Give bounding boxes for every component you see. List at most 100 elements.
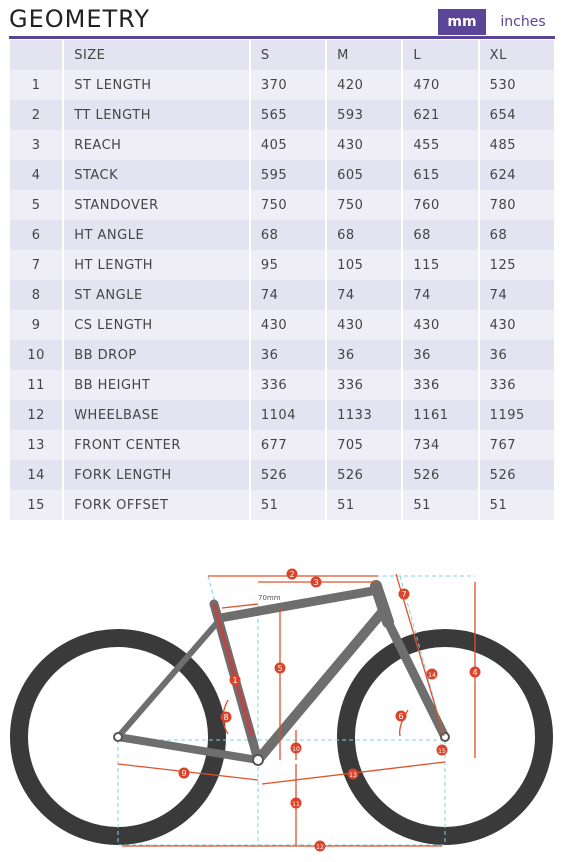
- table-row: 6 HT ANGLE 68 68 68 68: [10, 220, 554, 250]
- cell-value: 595: [250, 160, 326, 190]
- dimension-marker: [290, 742, 302, 754]
- cell-value: 430: [327, 130, 402, 160]
- table-row: 10 BB DROP 36 36 36 36: [10, 340, 554, 370]
- row-label: BB HEIGHT: [64, 370, 249, 400]
- table-row: 1 ST LENGTH 370 420 470 530: [10, 70, 554, 100]
- unit-mm-button[interactable]: mm: [438, 9, 486, 35]
- row-number: 4: [10, 160, 63, 190]
- row-number: 15: [10, 490, 63, 520]
- dimension-marker-label: 7: [401, 590, 406, 599]
- cell-value: 605: [327, 160, 402, 190]
- cell-value: 430: [327, 310, 402, 340]
- dimension-marker: [436, 744, 448, 756]
- cell-value: 74: [327, 280, 402, 310]
- dimension-marker-label: 15: [438, 748, 446, 755]
- table-row: 15 FORK OFFSET 51 51 51 51: [10, 490, 554, 520]
- table-row: 5 STANDOVER 750 750 760 780: [10, 190, 554, 220]
- cell-value: 36: [479, 340, 554, 370]
- row-label: REACH: [64, 130, 249, 160]
- row-label: STANDOVER: [64, 190, 249, 220]
- cell-value: 68: [479, 220, 554, 250]
- row-number: 10: [10, 340, 63, 370]
- table-row: 9 CS LENGTH 430 430 430 430: [10, 310, 554, 340]
- column-header: L: [403, 40, 478, 70]
- dimension-marker-label: 10: [292, 746, 300, 753]
- cell-value: 430: [479, 310, 554, 340]
- dimension-marker-label: 3: [313, 578, 318, 587]
- cell-value: 526: [403, 460, 478, 490]
- top-tube: [215, 585, 383, 623]
- seat-stay: [115, 621, 219, 740]
- row-label: FORK OFFSET: [64, 490, 249, 520]
- row-number: 3: [10, 130, 63, 160]
- cell-value: 1161: [403, 400, 478, 430]
- cell-value: 74: [250, 280, 326, 310]
- cell-value: 420: [327, 70, 402, 100]
- dimension-marker: [395, 710, 407, 722]
- cell-value: 705: [327, 430, 402, 460]
- dimension-marker: [290, 797, 302, 809]
- cell-value: 36: [403, 340, 478, 370]
- cell-value: 125: [479, 250, 554, 280]
- table-row: 11 BB HEIGHT 336 336 336 336: [10, 370, 554, 400]
- geometry-header: GEOMETRY mm inches: [0, 0, 564, 40]
- dimension-marker: [469, 666, 481, 678]
- table-row: 8 ST ANGLE 74 74 74 74: [10, 280, 554, 310]
- cell-value: 405: [250, 130, 326, 160]
- table-row: 4 STACK 595 605 615 624: [10, 160, 554, 190]
- row-label: FORK LENGTH: [64, 460, 249, 490]
- cell-value: 68: [327, 220, 402, 250]
- down-tube: [253, 605, 389, 765]
- cell-value: 734: [403, 430, 478, 460]
- dimension-marker: [398, 588, 410, 600]
- cell-value: 336: [250, 370, 326, 400]
- cell-value: 74: [403, 280, 478, 310]
- row-label: BB DROP: [64, 340, 249, 370]
- row-label: CS LENGTH: [64, 310, 249, 340]
- cell-value: 455: [403, 130, 478, 160]
- cell-value: 1133: [327, 400, 402, 430]
- cell-value: 51: [327, 490, 402, 520]
- cell-value: 51: [479, 490, 554, 520]
- cell-value: 68: [403, 220, 478, 250]
- cell-value: 750: [250, 190, 326, 220]
- cell-value: 51: [250, 490, 326, 520]
- page-title: GEOMETRY: [9, 5, 150, 33]
- cell-value: 336: [479, 370, 554, 400]
- cell-value: 336: [403, 370, 478, 400]
- table-row: 2 TT LENGTH 565 593 621 654: [10, 100, 554, 130]
- row-label: TT LENGTH: [64, 100, 249, 130]
- front-wheel: [337, 629, 553, 845]
- row-number: 12: [10, 400, 63, 430]
- row-label: ST LENGTH: [64, 70, 249, 100]
- cell-value: 526: [479, 460, 554, 490]
- dimension-marker-label: 8: [223, 713, 228, 722]
- cell-value: 430: [250, 310, 326, 340]
- cell-value: 485: [479, 130, 554, 160]
- cell-value: 767: [479, 430, 554, 460]
- rear-axle: [113, 732, 123, 742]
- row-number: 2: [10, 100, 63, 130]
- row-number: 5: [10, 190, 63, 220]
- table-row: 3 REACH 405 430 455 485: [10, 130, 554, 160]
- dimension-marker-label: 13: [349, 772, 357, 779]
- dimension-marker-label: 4: [472, 668, 477, 677]
- fork: [383, 617, 450, 742]
- cell-value: 526: [327, 460, 402, 490]
- rear-wheel: [10, 629, 226, 845]
- cell-value: 36: [250, 340, 326, 370]
- cell-value: 677: [250, 430, 326, 460]
- row-label: HT LENGTH: [64, 250, 249, 280]
- table-header-row: SIZE S M L XL: [10, 40, 554, 70]
- cell-value: 115: [403, 250, 478, 280]
- dimension-marker: [220, 711, 232, 723]
- row-number: 8: [10, 280, 63, 310]
- dimension-marker-label: 5: [277, 664, 282, 673]
- unit-inches-button[interactable]: inches: [500, 14, 546, 30]
- dimension-marker: [178, 767, 190, 779]
- cell-value: 624: [479, 160, 554, 190]
- table-row: 13 FRONT CENTER 677 705 734 767: [10, 430, 554, 460]
- cell-value: 336: [327, 370, 402, 400]
- row-number: 11: [10, 370, 63, 400]
